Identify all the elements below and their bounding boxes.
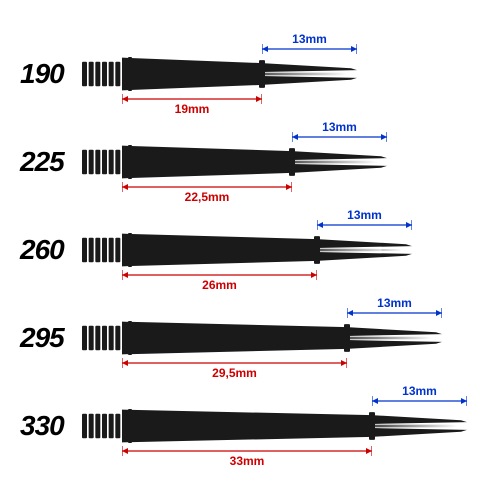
tip-dimension: 13mm: [292, 120, 387, 142]
body-dimension-label: 29,5mm: [212, 366, 257, 380]
tip-dimension: 13mm: [262, 32, 357, 54]
shaft-diagram: 13mm 33mm: [82, 382, 480, 470]
shaft-row: 19013mm 19mm: [20, 30, 480, 118]
shaft-row: 33013mm 33mm: [20, 382, 480, 470]
tip-dimension: 13mm: [317, 208, 412, 230]
body-dimension: 19mm: [122, 94, 262, 116]
shaft-row: 26013mm 26mm: [20, 206, 480, 294]
size-label: 225: [20, 146, 82, 178]
shaft-diagram: 13mm 19mm: [82, 30, 480, 118]
body-dimension: 26mm: [122, 270, 317, 292]
shaft-row: 22513mm 22,5mm: [20, 118, 480, 206]
size-label: 190: [20, 58, 82, 90]
size-label: 330: [20, 410, 82, 442]
body-dimension-label: 26mm: [202, 278, 237, 292]
shaft-row: 29513mm 29,5mm: [20, 294, 480, 382]
body-dimension-label: 33mm: [230, 454, 265, 468]
shaft-diagram: 13mm 26mm: [82, 206, 480, 294]
size-label: 295: [20, 322, 82, 354]
size-label: 260: [20, 234, 82, 266]
body-dimension: 33mm: [122, 446, 372, 468]
tip-dimension: 13mm: [372, 384, 467, 406]
body-dimension-label: 22,5mm: [185, 190, 230, 204]
body-dimension: 29,5mm: [122, 358, 347, 380]
body-dimension-label: 19mm: [175, 102, 210, 116]
shaft-diagram: 13mm 29,5mm: [82, 294, 480, 382]
tip-dimension: 13mm: [347, 296, 442, 318]
shaft-diagram: 13mm 22,5mm: [82, 118, 480, 206]
body-dimension: 22,5mm: [122, 182, 292, 204]
